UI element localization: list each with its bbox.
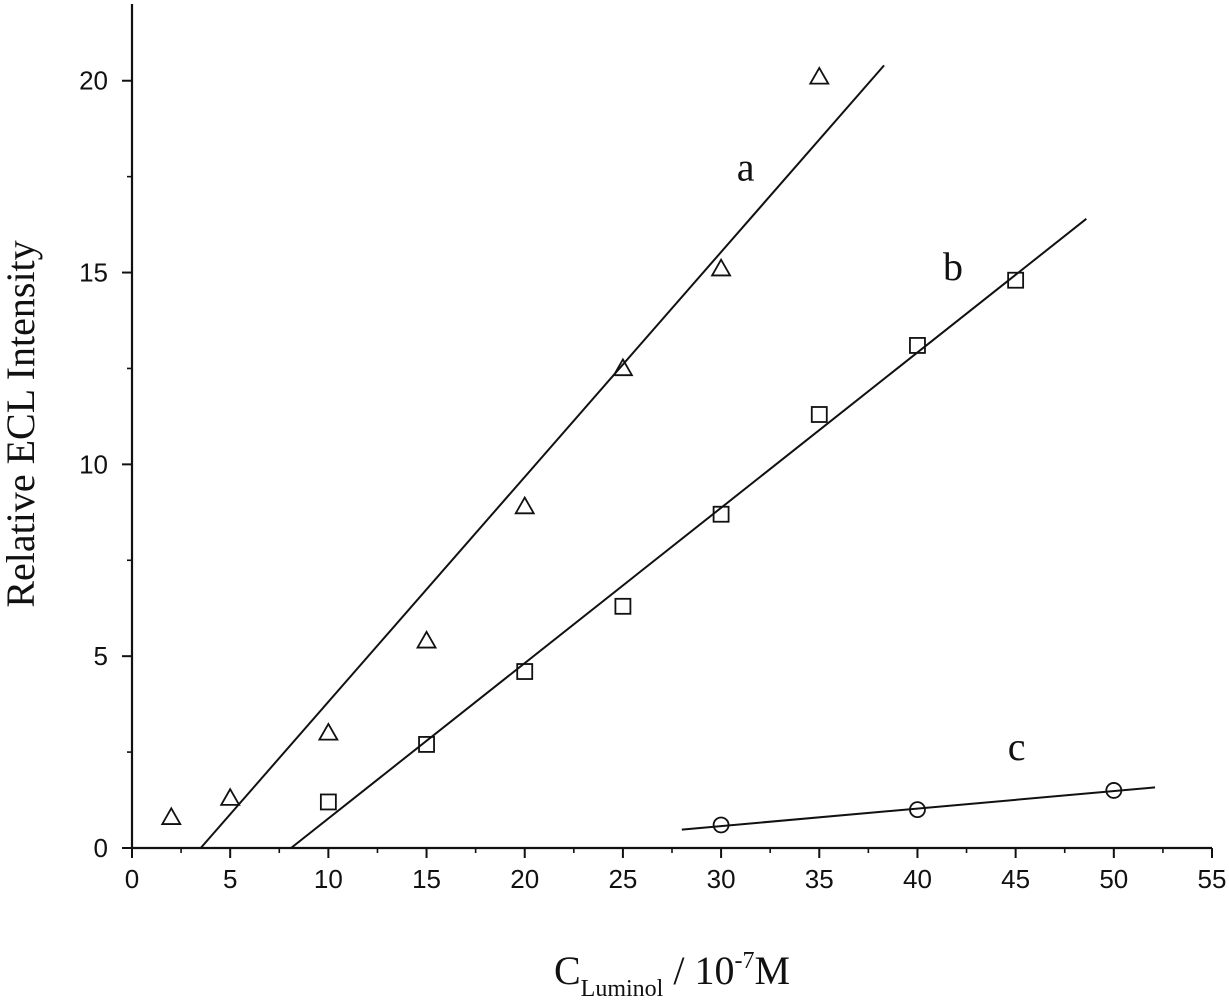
y-axis-title: Relative ECL Intensity <box>0 240 43 607</box>
data-point-b <box>418 736 435 753</box>
y-tick-label: 20 <box>79 66 108 96</box>
x-axis-ticks: 0 5 10 15 20 25 30 35 40 45 50 55 <box>125 848 1227 894</box>
x-tick-label: 20 <box>510 864 539 894</box>
data-point-c <box>909 801 926 819</box>
data-point-b <box>909 337 926 354</box>
data-point-a <box>710 257 732 277</box>
x-tick-label: 40 <box>903 864 932 894</box>
x-axis-title-unit: M <box>754 948 790 993</box>
x-tick-label: 35 <box>805 864 834 894</box>
data-point-b <box>1007 271 1025 289</box>
y-tick-label: 15 <box>79 258 108 288</box>
x-axis-title-superscript: -7 <box>734 948 754 974</box>
x-tick-label: 50 <box>1099 864 1128 894</box>
x-axis-title: CLuminol / 10-7M <box>554 948 790 1000</box>
y-tick-label: 0 <box>94 833 108 863</box>
data-point-b <box>319 793 337 811</box>
x-tick-label: 45 <box>1001 864 1030 894</box>
x-axis-title-main: C <box>554 948 581 993</box>
x-tick-label: 25 <box>608 864 637 894</box>
fit-line-c <box>681 786 1156 831</box>
x-tick-label: 5 <box>223 864 237 894</box>
data-point-a <box>317 722 339 741</box>
x-axis-title-subscript: Luminol <box>581 976 664 1000</box>
data-point-a <box>514 495 536 515</box>
series-c: c <box>681 724 1156 834</box>
series-b: b <box>290 218 1087 849</box>
series-label-a: a <box>737 144 755 189</box>
data-point-b <box>712 505 730 523</box>
x-tick-label: 55 <box>1198 864 1227 894</box>
series-a: a <box>160 64 885 849</box>
x-tick-label: 15 <box>412 864 441 894</box>
data-point-a <box>415 630 438 649</box>
axes <box>130 4 1212 850</box>
data-point-c <box>1105 782 1123 799</box>
data-point-b <box>614 597 632 615</box>
data-point-c <box>712 816 730 834</box>
data-point-a <box>160 806 182 825</box>
fit-line-b <box>290 218 1087 849</box>
y-axis-ticks: 0 5 10 15 20 <box>79 66 132 863</box>
y-tick-label: 10 <box>79 449 108 479</box>
series-label-b: b <box>943 244 963 289</box>
series-label-c: c <box>1008 724 1026 769</box>
fit-line-a <box>199 64 885 849</box>
data-point-b <box>810 406 828 423</box>
data-point-b <box>516 663 534 680</box>
x-axis-title-rest: / 10 <box>663 948 734 993</box>
x-tick-label: 10 <box>314 864 343 894</box>
data-point-a <box>808 66 830 85</box>
plot-area: a b c <box>160 64 1156 849</box>
y-tick-label: 5 <box>94 641 108 671</box>
x-tick-label: 30 <box>707 864 736 894</box>
data-point-a <box>219 787 241 806</box>
data-point-a <box>612 357 634 377</box>
x-tick-label: 0 <box>125 864 139 894</box>
